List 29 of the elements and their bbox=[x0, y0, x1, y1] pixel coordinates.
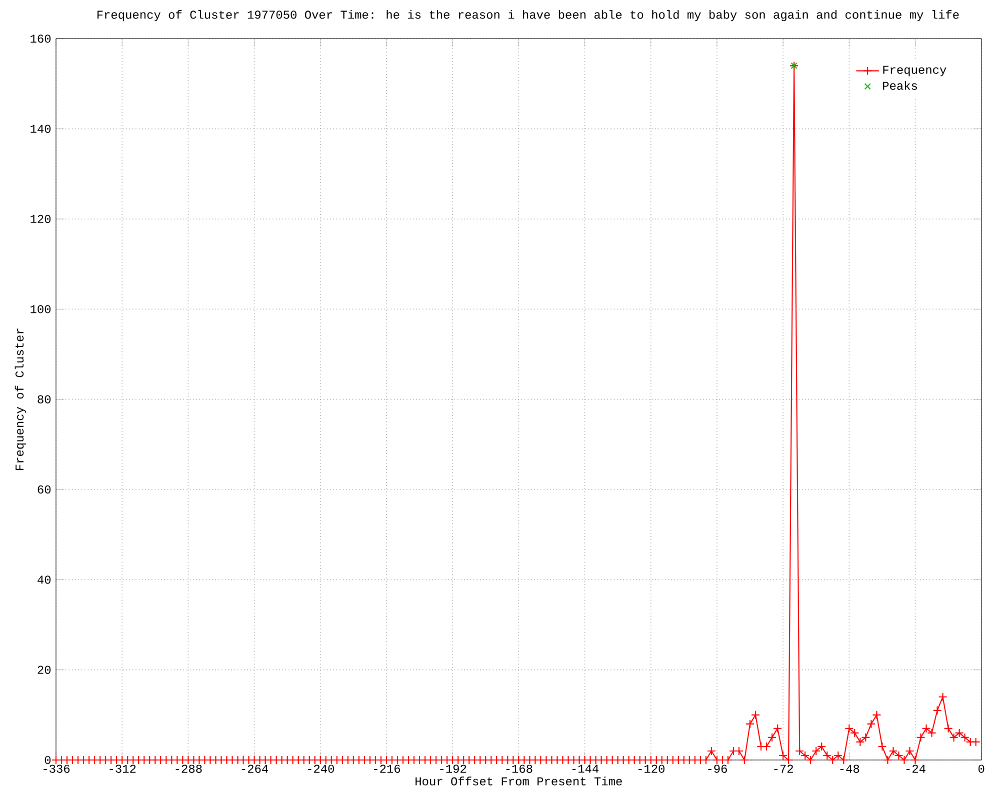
x-tick-label: -336 bbox=[44, 764, 70, 773]
legend-label: Frequency bbox=[883, 66, 946, 76]
x-axis-title: Hour Offset From Present Time bbox=[416, 776, 622, 786]
x-tick-label: -120 bbox=[638, 764, 664, 773]
x-tick-label: -24 bbox=[906, 764, 926, 773]
chart-title: Frequency of Cluster 1977050 Over Time: he is the reason i have been able to hold my baby son again and continue my life bbox=[97, 10, 959, 22]
y-tick-label: 0 bbox=[44, 756, 51, 764]
x-tick-label: 0 bbox=[978, 764, 984, 773]
x-tick-label: -96 bbox=[708, 764, 727, 773]
y-axis-title: Frequency of Cluster bbox=[14, 328, 26, 470]
x-tick-label: -168 bbox=[506, 764, 532, 773]
x-tick-label: -288 bbox=[176, 764, 202, 773]
y-tick-label: 100 bbox=[30, 305, 51, 314]
x-tick-label: -264 bbox=[242, 764, 268, 773]
x-tick-label: -144 bbox=[572, 764, 599, 773]
y-tick-label: 140 bbox=[30, 124, 51, 133]
legend-label: Peaks bbox=[883, 81, 917, 90]
y-tick-label: 160 bbox=[30, 34, 51, 43]
y-tick-label: 80 bbox=[38, 395, 51, 404]
y-tick-label: 20 bbox=[38, 666, 51, 674]
x-tick-label: -48 bbox=[840, 764, 860, 773]
x-tick-label: -312 bbox=[110, 764, 136, 773]
y-tick-label: 40 bbox=[38, 576, 51, 584]
x-tick-label: -216 bbox=[374, 764, 400, 773]
x-tick-label: -72 bbox=[774, 764, 793, 773]
x-tick-label: -192 bbox=[440, 764, 466, 773]
y-tick-label: 120 bbox=[30, 214, 51, 224]
y-tick-label: 60 bbox=[38, 485, 51, 494]
x-tick-label: -240 bbox=[308, 764, 334, 773]
